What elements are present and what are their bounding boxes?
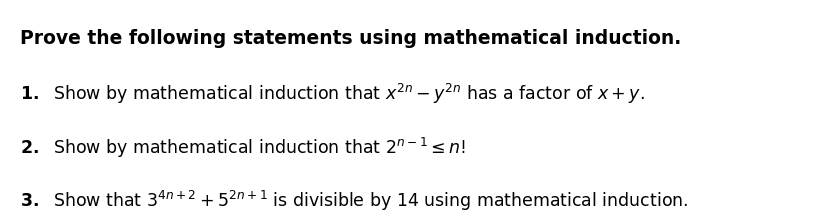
Text: $\mathbf{3.}$  Show that $3^{4n+2} + 5^{2n+1}$ is divisible by 14 using mathemat: $\mathbf{3.}$ Show that $3^{4n+2} + 5^{2… bbox=[20, 189, 689, 213]
Text: Prove the following statements using mathematical induction.: Prove the following statements using mat… bbox=[20, 29, 681, 48]
Text: $\mathbf{2.}$  Show by mathematical induction that $2^{n-1} \leq n!$: $\mathbf{2.}$ Show by mathematical induc… bbox=[20, 136, 466, 160]
Text: $\mathbf{1.}$  Show by mathematical induction that $x^{2n} - y^{2n}$ has a facto: $\mathbf{1.}$ Show by mathematical induc… bbox=[20, 82, 645, 106]
